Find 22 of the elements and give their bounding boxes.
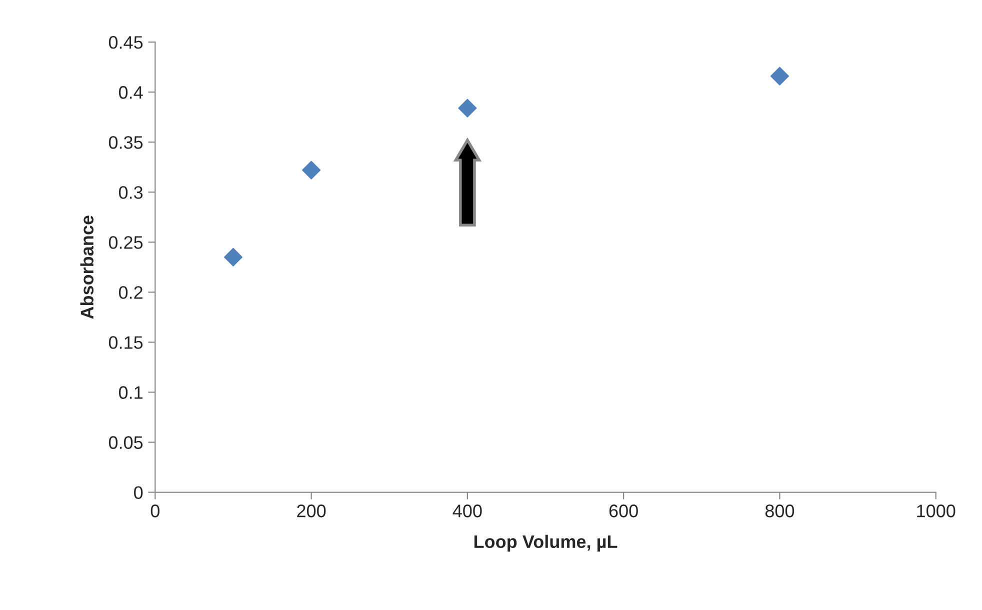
point [458, 98, 477, 118]
y-tick-label: 0 [134, 486, 143, 499]
x-tick-label: 600 [609, 504, 638, 518]
x-tick-label: 0 [150, 504, 160, 518]
x-tick-label: 800 [765, 504, 794, 518]
x-tick-label: 200 [297, 504, 326, 518]
y-tick-label: 0.15 [108, 336, 143, 349]
point [302, 160, 321, 180]
y-tick-label: 0.2 [118, 286, 142, 299]
x-tick-label: 1000 [917, 504, 956, 518]
y-tick-label: 0.3 [118, 186, 143, 199]
x-tick-label: 400 [452, 504, 482, 518]
y-tick-label: 0.4 [118, 86, 143, 99]
y-tick-label: 0.35 [108, 136, 143, 149]
y-tick-label: 0.45 [108, 36, 143, 49]
point [224, 248, 243, 266]
point [770, 66, 789, 86]
y-tick-label: 0.1 [118, 386, 142, 399]
y-tick-label: 0.05 [108, 436, 143, 449]
y-axis-title: Absorbance [80, 216, 94, 319]
y-tick-label: 0.25 [108, 236, 143, 249]
x-axis-title: Loop Volume, µL [474, 534, 618, 552]
